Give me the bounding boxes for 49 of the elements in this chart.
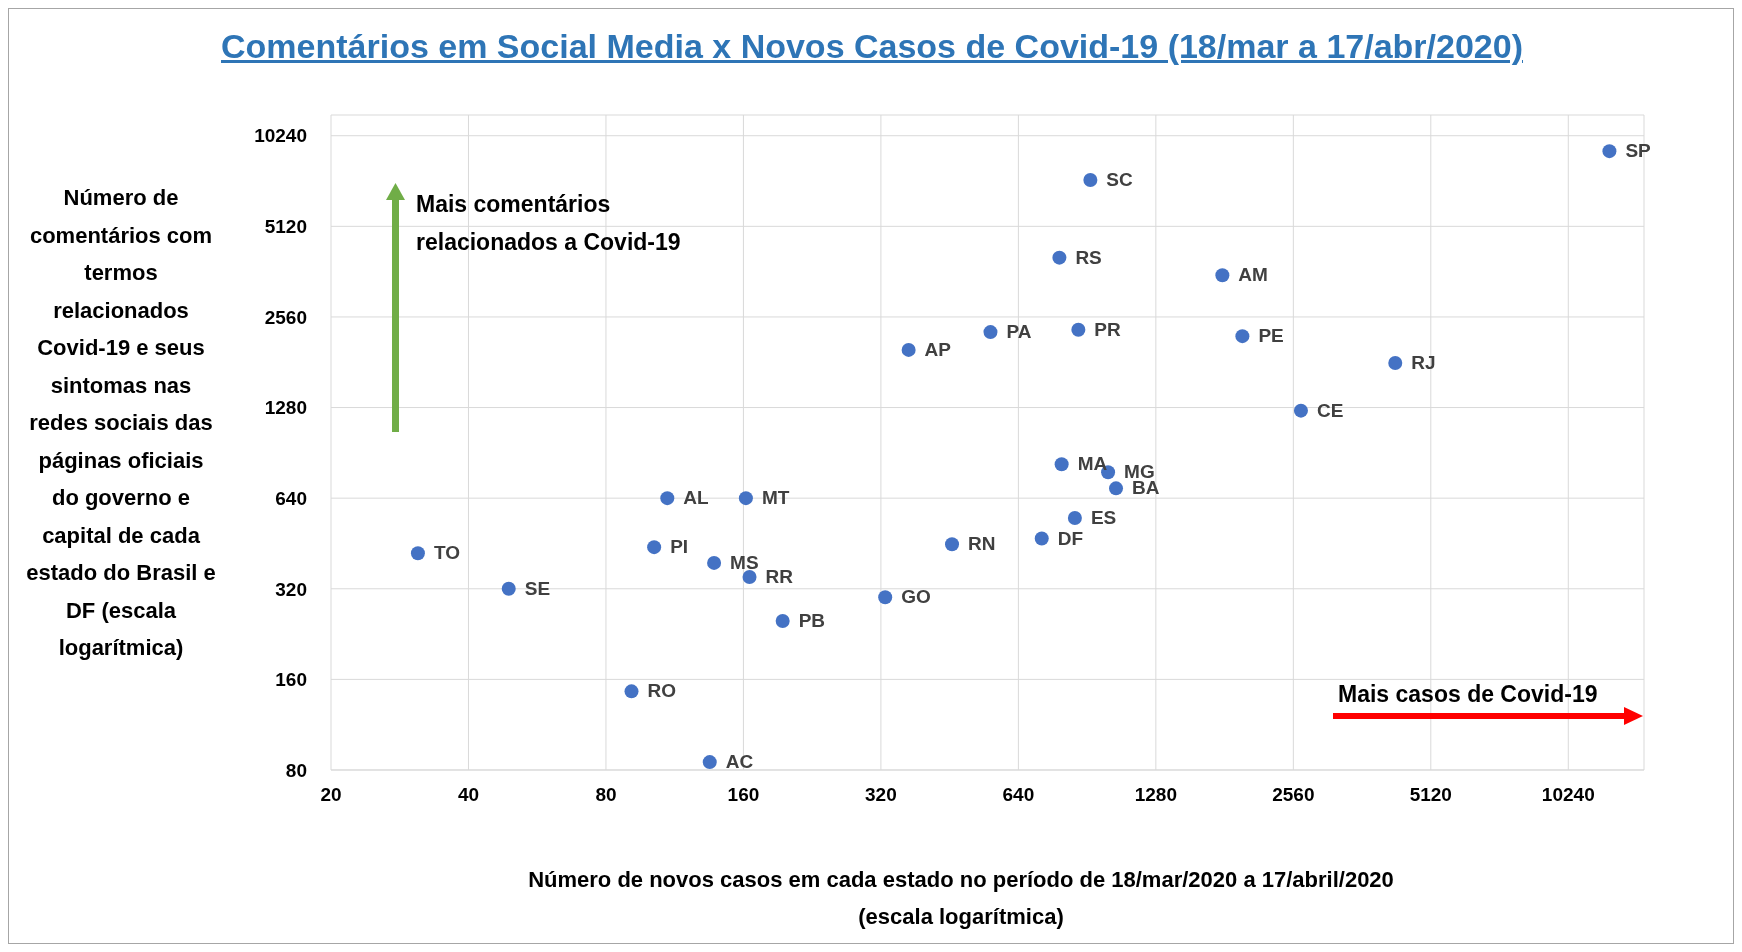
data-label: PE bbox=[1258, 325, 1284, 347]
x-tick-label: 40 bbox=[457, 784, 480, 806]
data-label: PA bbox=[1006, 321, 1032, 343]
annotation: Mais comentários relacionados a Covid-19 bbox=[416, 190, 682, 257]
x-axis-title: Número de novos casos em cada estado no período de 18/mar/2020 a 17/abril/2020 (escala logarítmica) bbox=[527, 866, 1395, 931]
data-label: ES bbox=[1090, 506, 1117, 528]
y-tick-label: 160 bbox=[275, 669, 307, 691]
data-label: RO bbox=[647, 680, 676, 702]
data-label: AL bbox=[683, 487, 710, 509]
data-label: SP bbox=[1625, 140, 1652, 162]
data-label: AM bbox=[1238, 264, 1268, 286]
data-label: PR bbox=[1094, 318, 1122, 340]
data-label: GO bbox=[901, 586, 931, 608]
x-tick-label: 10240 bbox=[1541, 784, 1595, 806]
data-label: DF bbox=[1057, 527, 1084, 549]
data-label: SE bbox=[524, 577, 551, 599]
data-label: AP bbox=[924, 338, 952, 360]
data-label: BA bbox=[1132, 477, 1160, 499]
data-label: PB bbox=[798, 610, 826, 632]
data-label: MT bbox=[761, 487, 790, 509]
data-label: TO bbox=[433, 542, 460, 564]
data-label: MS bbox=[730, 551, 759, 573]
data-label: RJ bbox=[1411, 352, 1436, 373]
x-tick-label: 80 bbox=[595, 784, 617, 806]
x-tick-label: 5120 bbox=[1409, 784, 1452, 806]
chart-title: Comentários em Social Media x Novos Casos de Covid-19 (18/mar a 17/abr/2020) bbox=[220, 27, 1524, 66]
data-label: RS bbox=[1075, 246, 1102, 268]
x-tick-label: 20 bbox=[320, 784, 342, 806]
y-tick-label: 5120 bbox=[264, 216, 307, 238]
data-label: CE bbox=[1316, 399, 1344, 421]
text: Número de comentários com termos relacionados Covid-19 e seus sintomas nas redes sociais das páginas oficiais do governo e capital de cada estado do Brasil e DF (escala logarítmica) bbox=[26, 185, 216, 660]
data-label: PI bbox=[670, 536, 689, 558]
x-tick-label: 1280 bbox=[1134, 784, 1177, 806]
data-label: SC bbox=[1106, 168, 1134, 190]
data-label: MA bbox=[1077, 453, 1108, 475]
x-tick-label: 640 bbox=[1002, 784, 1035, 806]
data-label: RN bbox=[968, 533, 996, 555]
x-tick-label: 160 bbox=[727, 784, 760, 806]
annotation: Mais casos de Covid-19 bbox=[1338, 680, 1599, 709]
data-label: AC bbox=[725, 751, 754, 773]
y-tick-label: 320 bbox=[275, 578, 307, 600]
x-tick-label: 320 bbox=[865, 784, 897, 806]
y-tick-label: 640 bbox=[275, 487, 307, 509]
y-tick-label: 80 bbox=[285, 759, 307, 781]
x-tick-label: 2560 bbox=[1272, 784, 1315, 806]
y-tick-label: 10240 bbox=[254, 125, 307, 147]
data-label: RR bbox=[765, 566, 794, 588]
y-tick-label: 2560 bbox=[264, 306, 307, 328]
y-tick-label: 1280 bbox=[264, 397, 307, 419]
